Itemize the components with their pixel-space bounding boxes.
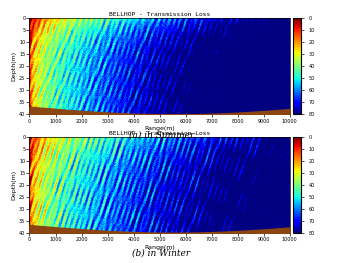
Text: (b) in Winter: (b) in Winter: [132, 249, 191, 257]
Title: BELLHOP - Transmission Loss: BELLHOP - Transmission Loss: [109, 131, 210, 136]
X-axis label: Range(m): Range(m): [144, 245, 175, 250]
Y-axis label: Depth(m): Depth(m): [11, 170, 16, 200]
Y-axis label: Depth(m): Depth(m): [11, 51, 16, 82]
Text: (a) in Summer: (a) in Summer: [129, 130, 194, 139]
Title: BELLHOP - Transmission Loss: BELLHOP - Transmission Loss: [109, 12, 210, 17]
X-axis label: Range(m): Range(m): [144, 126, 175, 131]
